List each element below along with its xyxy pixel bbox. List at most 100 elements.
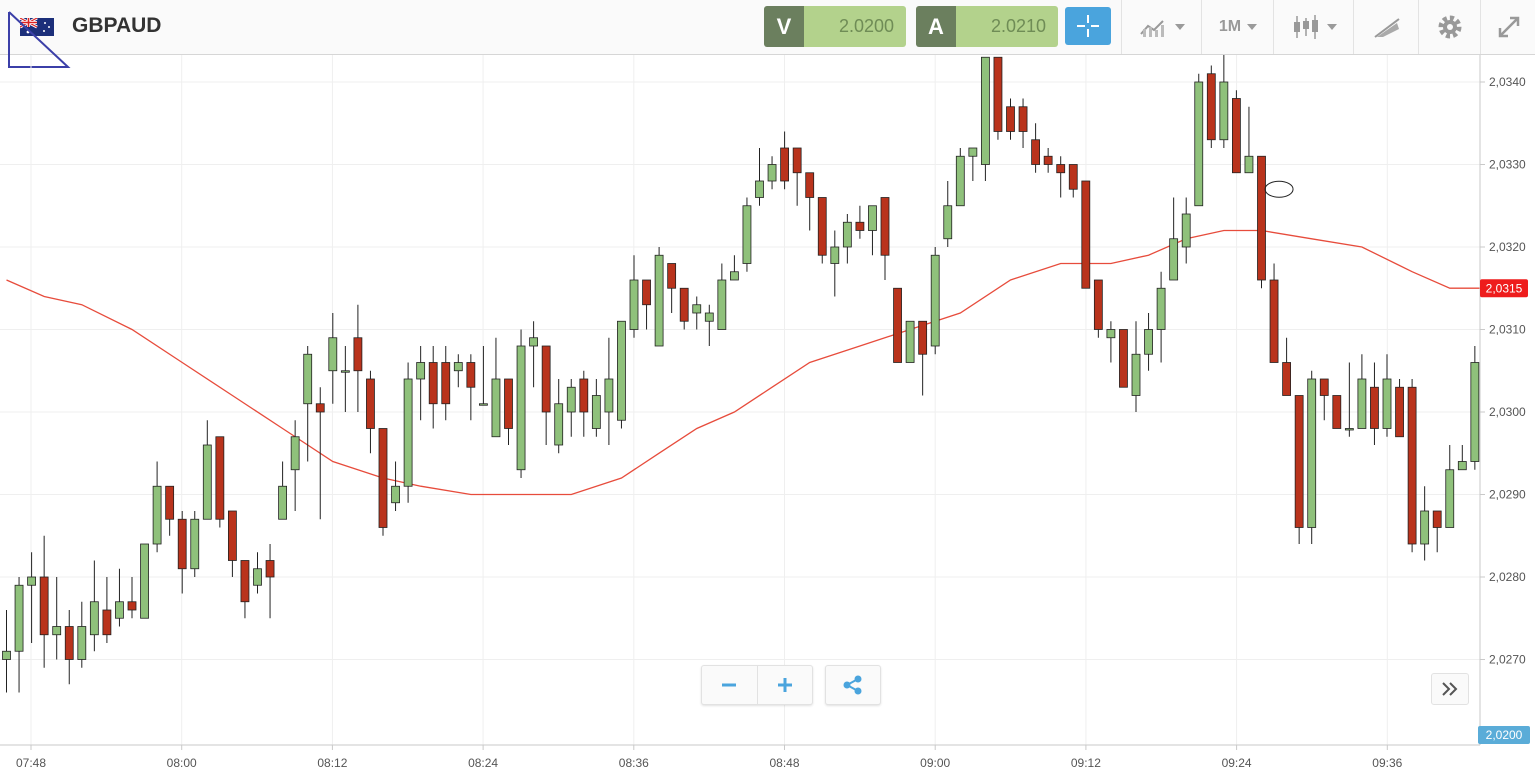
candle-body (1068, 164, 1078, 190)
candle (1232, 90, 1241, 174)
candle-body (855, 221, 865, 231)
candle-body (1257, 155, 1266, 281)
candle-body (1056, 164, 1066, 174)
candle-body (366, 378, 375, 429)
candle-body (692, 304, 702, 314)
candle (416, 346, 426, 421)
candle (1432, 510, 1442, 553)
candle-body (1081, 180, 1091, 289)
x-tick-label: 09:00 (920, 756, 950, 770)
candle (1043, 148, 1053, 173)
candle (504, 378, 513, 445)
candle-body (905, 320, 915, 363)
candle-body (353, 337, 363, 372)
candle-body (52, 626, 62, 636)
candle-body (416, 362, 426, 380)
indicators-icon (1140, 20, 1164, 37)
candle-body (253, 568, 262, 586)
candle (1357, 354, 1367, 429)
candle-body (2, 650, 11, 660)
candle (127, 577, 137, 619)
candle (340, 346, 350, 412)
candle-body (115, 601, 124, 619)
buy-quote-button[interactable]: A 2.0210 (916, 6, 1058, 47)
candle (830, 230, 840, 297)
candle (478, 346, 488, 406)
candle-body (1470, 362, 1480, 462)
candle-body (1407, 386, 1417, 545)
candle-body (165, 485, 175, 520)
candle-body (1169, 238, 1179, 281)
price-chart[interactable]: 2,02702,02802,02902,03002,03102,03202,03… (0, 55, 1535, 782)
sell-price: 2.0200 (804, 6, 906, 47)
candle (27, 552, 37, 643)
candle (1445, 445, 1455, 528)
candle (1244, 106, 1254, 174)
candle (1395, 379, 1404, 438)
candle (692, 296, 702, 330)
chart-type-button[interactable] (1273, 0, 1354, 54)
candle-body (1219, 81, 1229, 141)
settings-button[interactable] (1418, 0, 1481, 54)
candle (1068, 164, 1078, 198)
candle (817, 197, 827, 264)
y-tick-label: 2,0300 (1489, 405, 1526, 419)
candle-body (817, 197, 827, 256)
candle-body (1344, 428, 1354, 431)
share-button[interactable] (825, 665, 881, 705)
candle-body (303, 353, 313, 405)
candle (303, 346, 313, 462)
candle (14, 577, 24, 693)
candle (2, 610, 11, 693)
candle-body (742, 205, 752, 264)
candle (516, 329, 526, 478)
candle (403, 362, 413, 503)
candle (265, 544, 275, 619)
drawing-tools-button[interactable] (1353, 0, 1419, 54)
candle-body (1445, 469, 1455, 528)
indicators-button[interactable] (1121, 0, 1202, 54)
x-tick-label: 08:00 (167, 756, 197, 770)
candle-body (1432, 510, 1442, 528)
drawing-tools-icon (1373, 18, 1400, 38)
candle-body (1018, 106, 1028, 132)
candle (1156, 271, 1166, 363)
candle-body (767, 164, 777, 182)
candle (893, 287, 902, 363)
candle (290, 420, 300, 511)
candle (353, 304, 363, 412)
candle-body (955, 155, 965, 207)
candle-body (654, 254, 664, 347)
expand-button[interactable] (1480, 0, 1535, 54)
price-labels: 2,0315 2,0200 (1264, 180, 1530, 744)
candle-body (1357, 378, 1367, 429)
y-tick-label: 2,0340 (1489, 75, 1526, 89)
candle-body (1420, 510, 1430, 545)
candle-body (1269, 279, 1279, 363)
candle (165, 485, 175, 536)
candle (755, 148, 764, 206)
candle-body (1156, 287, 1166, 330)
candle-body (930, 254, 940, 347)
candle (491, 337, 501, 438)
zoom-out-button[interactable] (702, 666, 756, 704)
x-tick-label: 08:36 (619, 756, 649, 770)
candle (730, 255, 739, 281)
candle (1181, 197, 1191, 264)
candles-layer (2, 55, 1480, 693)
zoom-in-button[interactable] (758, 666, 812, 704)
candle-body (240, 560, 250, 603)
candle (642, 279, 651, 330)
candle-body (391, 485, 400, 504)
sell-quote-button[interactable]: V 2.0200 (764, 6, 906, 47)
candle-body (227, 510, 237, 561)
scroll-to-latest-button[interactable] (1431, 673, 1469, 705)
candle-body (39, 576, 49, 636)
timeframe-dropdown[interactable]: 1M (1201, 0, 1274, 54)
y-tick-label: 2,0290 (1489, 488, 1526, 502)
candle (253, 552, 262, 594)
candle (453, 354, 463, 388)
candle-body (77, 626, 87, 660)
crosshair-button[interactable] (1065, 7, 1111, 45)
candle-body (1043, 155, 1053, 165)
